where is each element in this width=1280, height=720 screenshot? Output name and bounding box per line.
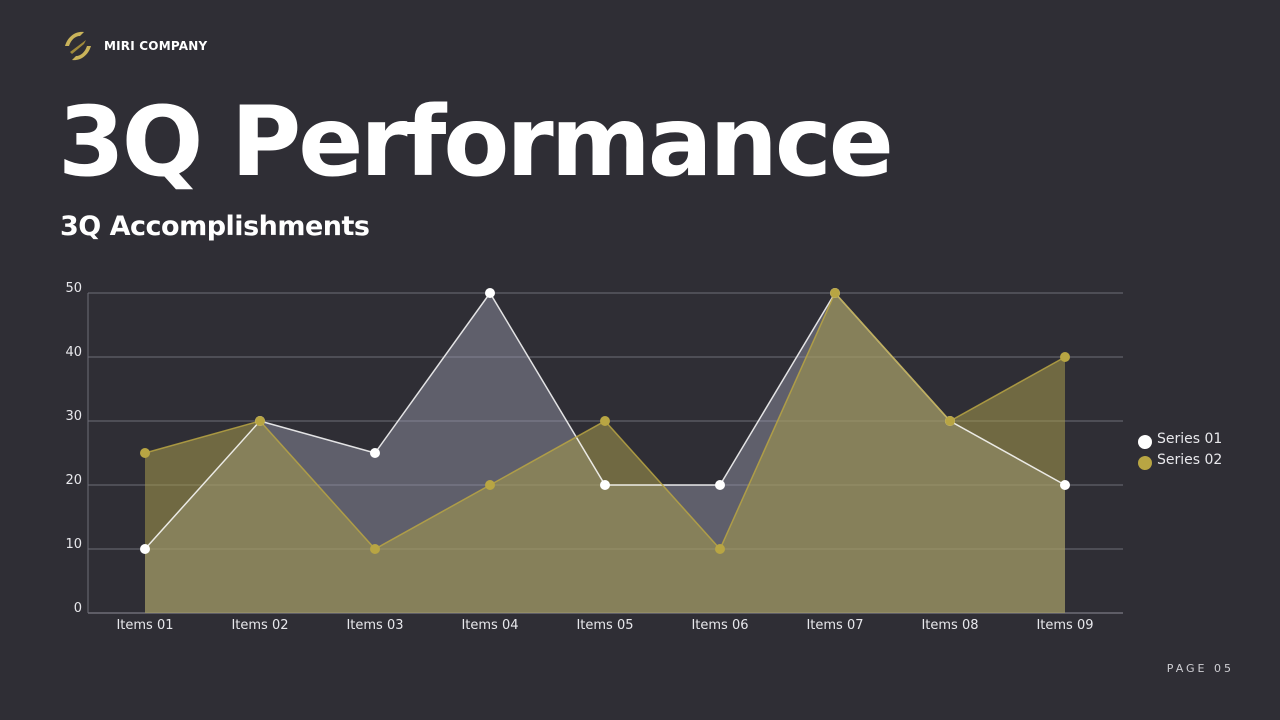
data-point [715,480,725,490]
page-subtitle: 3Q Accomplishments [60,211,370,242]
x-tick-label: Items 03 [346,618,403,633]
chart-points [140,288,1070,554]
y-tick-label: 40 [65,345,82,360]
legend-label: Series 01 [1157,431,1222,447]
data-point [255,416,265,426]
company-logo-icon [65,31,91,61]
page-title: 3Q Performance [58,86,894,198]
x-tick-label: Items 01 [116,618,173,633]
data-point [715,544,725,554]
y-tick-label: 50 [65,281,82,296]
data-point [1060,352,1070,362]
x-tick-label: Items 09 [1036,618,1093,633]
data-point [370,448,380,458]
y-tick-label: 10 [65,537,82,552]
y-tick-label: 0 [74,601,82,616]
page-number: PAGE 05 [1166,662,1234,675]
legend-marker [1138,456,1152,470]
data-point [485,288,495,298]
y-tick-label: 30 [65,409,82,424]
y-tick-label: 20 [65,473,82,488]
x-axis-labels: Items 01 Items 02 Items 03 Items 04 Items 05… [116,618,1093,633]
legend-marker [1138,435,1152,449]
data-point [945,416,955,426]
chart-legend: Series 01 Series 02 [1138,431,1222,470]
x-tick-label: Items 06 [691,618,748,633]
x-tick-label: Items 04 [461,618,518,633]
data-point [1060,480,1070,490]
data-point [140,544,150,554]
data-point [140,448,150,458]
data-point [370,544,380,554]
x-tick-label: Items 05 [576,618,633,633]
data-point [830,288,840,298]
chart-areas [145,293,1065,613]
company-name: MIRI COMPANY [104,39,208,53]
data-point [485,480,495,490]
company-logo: MIRI COMPANY [60,28,207,64]
x-tick-label: Items 08 [921,618,978,633]
x-tick-label: Items 07 [806,618,863,633]
data-point [600,416,610,426]
x-tick-label: Items 02 [231,618,288,633]
series-area [145,293,1065,613]
legend-label: Series 02 [1157,452,1222,468]
y-axis-labels: 0 10 20 30 40 50 [65,281,82,616]
data-point [600,480,610,490]
